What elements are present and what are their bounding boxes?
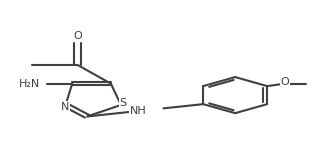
Text: S: S — [119, 98, 127, 108]
Text: N: N — [61, 102, 69, 112]
Text: O: O — [281, 77, 289, 87]
Text: NH: NH — [130, 106, 146, 116]
Text: H₂N: H₂N — [18, 79, 40, 89]
Text: O: O — [73, 31, 82, 41]
